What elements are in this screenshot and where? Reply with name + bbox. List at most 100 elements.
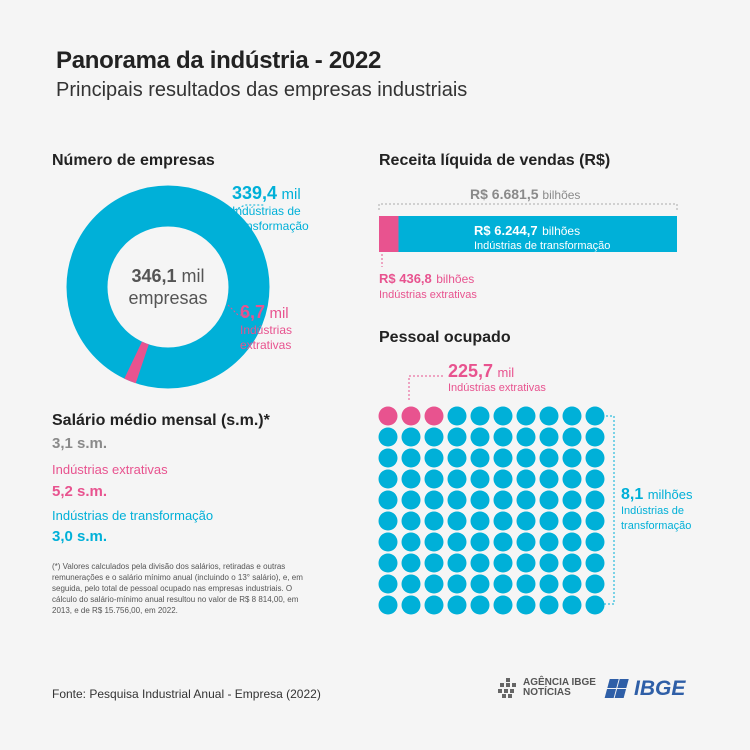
dot-transformacao (539, 553, 559, 573)
agencia-ibge-logo: AGÊNCIA IBGE NOTÍCIAS (497, 677, 601, 699)
transformacao-empresas-block: 339,4 mil Indústrias de transformação (232, 183, 309, 234)
receita-transformacao-label: Indústrias de transformação (474, 240, 611, 252)
extrativas-empresas-unit: mil (269, 305, 289, 322)
empresas-title: Número de empresas (52, 152, 215, 169)
dot-transformacao (562, 595, 582, 615)
dot-transformacao (562, 406, 582, 426)
dot-transformacao (470, 574, 490, 594)
pessoal-transformacao-label-1: Indústrias de (621, 505, 684, 517)
salario-transformacao-value: 3,0 s.m. (52, 528, 108, 545)
dot-transformacao (539, 490, 559, 510)
extrativas-empresas-label-2: extrativas (240, 338, 292, 352)
dot-transformacao (585, 406, 605, 426)
pessoal-extrativas-value: 225,7 (448, 361, 494, 381)
transformacao-empresas-label-2: transformação (232, 219, 309, 233)
empresas-total-unit: mil (181, 266, 205, 286)
dot-transformacao (447, 448, 467, 468)
dot-transformacao (585, 532, 605, 552)
receita-total-value: R$ 6.681,5 (470, 186, 539, 202)
dot-transformacao (447, 469, 467, 489)
dot-transformacao (424, 448, 444, 468)
dot-transformacao (516, 406, 536, 426)
dot-transformacao (401, 553, 421, 573)
dot-transformacao (585, 574, 605, 594)
dot-transformacao (493, 406, 513, 426)
pessoal-extrativas-leader (408, 375, 443, 400)
dot-transformacao (470, 553, 490, 573)
ibge-logo-icon (604, 679, 629, 698)
dot-transformacao (585, 490, 605, 510)
page-title: Panorama da indústria - 2022 (56, 47, 382, 74)
dot-transformacao (378, 574, 398, 594)
salario-total: 3,1 s.m. (52, 435, 108, 452)
pessoal-extrativas-unit: mil (497, 365, 515, 380)
dot-transformacao (562, 553, 582, 573)
dot-transformacao (401, 511, 421, 531)
donut-slice-transformacao (66, 185, 270, 389)
pessoal-dot-grid (378, 375, 615, 615)
dot-transformacao (401, 427, 421, 447)
receita-transformacao-unit: bilhões (542, 224, 581, 238)
pessoal-transformacao-block: 8,1 milhões Indústrias de transformação (621, 486, 693, 534)
agencia-logo-text: AGÊNCIA IBGE NOTÍCIAS (523, 677, 596, 698)
pessoal-extrativas-block: 225,7 mil Indústrias extrativas (448, 361, 546, 395)
pessoal-title: Pessoal ocupado (379, 329, 511, 346)
donut-slice-extrativas (124, 341, 150, 384)
dot-transformacao (447, 553, 467, 573)
dot-transformacao (378, 469, 398, 489)
page-subtitle: Principais resultados das empresas indus… (56, 79, 468, 101)
dot-transformacao (493, 574, 513, 594)
dot-transformacao (424, 511, 444, 531)
dot-transformacao (493, 553, 513, 573)
dot-transformacao (447, 595, 467, 615)
dot-transformacao (516, 595, 536, 615)
salario-extrativas-label: Indústrias extrativas (52, 462, 168, 477)
ibge-logo-text: IBGE (634, 677, 686, 700)
dot-transformacao (401, 595, 421, 615)
dot-transformacao (447, 574, 467, 594)
receita-extrativas-unit: bilhões (436, 272, 475, 286)
extrativas-empresas-label-1: Indústrias (240, 323, 293, 337)
dot-transformacao (562, 469, 582, 489)
dot-transformacao (470, 532, 490, 552)
pessoal-transformacao-unit: milhões (647, 487, 693, 502)
dot-transformacao (470, 490, 490, 510)
receita-transformacao-block: R$ 6.244,7 bilhões Indústrias de transfo… (474, 222, 610, 253)
dot-transformacao (470, 469, 490, 489)
dot-extrativas (378, 406, 398, 426)
source-text: Fonte: Pesquisa Industrial Anual - Empre… (52, 687, 321, 701)
dot-transformacao (516, 427, 536, 447)
dot-transformacao (585, 427, 605, 447)
dot-transformacao (516, 574, 536, 594)
dot-transformacao (493, 427, 513, 447)
pessoal-extrativas-label: Indústrias extrativas (448, 382, 546, 394)
dot-transformacao (539, 532, 559, 552)
dot-transformacao (378, 553, 398, 573)
dot-transformacao (401, 574, 421, 594)
dot-transformacao (516, 490, 536, 510)
leader-line-transformacao (219, 204, 265, 218)
dot-transformacao (562, 427, 582, 447)
dot-transformacao (447, 511, 467, 531)
dot-transformacao (493, 469, 513, 489)
dot-transformacao (378, 511, 398, 531)
receita-bar-chart (378, 203, 678, 267)
dot-transformacao (516, 469, 536, 489)
receita-extrativas-block: R$ 436,8 bilhões Indústrias extrativas (379, 270, 477, 303)
dot-transformacao (562, 532, 582, 552)
receita-total-block: R$ 6.681,5 bilhões (470, 186, 580, 202)
dot-transformacao (516, 553, 536, 573)
dot-transformacao (585, 595, 605, 615)
dot-transformacao (378, 448, 398, 468)
dot-transformacao (424, 469, 444, 489)
dot-transformacao (378, 595, 398, 615)
dot-transformacao (585, 448, 605, 468)
transformacao-empresas-label-1: Indústrias de (232, 204, 301, 218)
receita-total-unit: bilhões (542, 188, 581, 202)
dot-transformacao (401, 532, 421, 552)
transformacao-empresas-value: 339,4 (232, 183, 278, 203)
dot-transformacao (424, 490, 444, 510)
dot-transformacao (378, 490, 398, 510)
dot-transformacao (562, 448, 582, 468)
dot-transformacao (539, 511, 559, 531)
